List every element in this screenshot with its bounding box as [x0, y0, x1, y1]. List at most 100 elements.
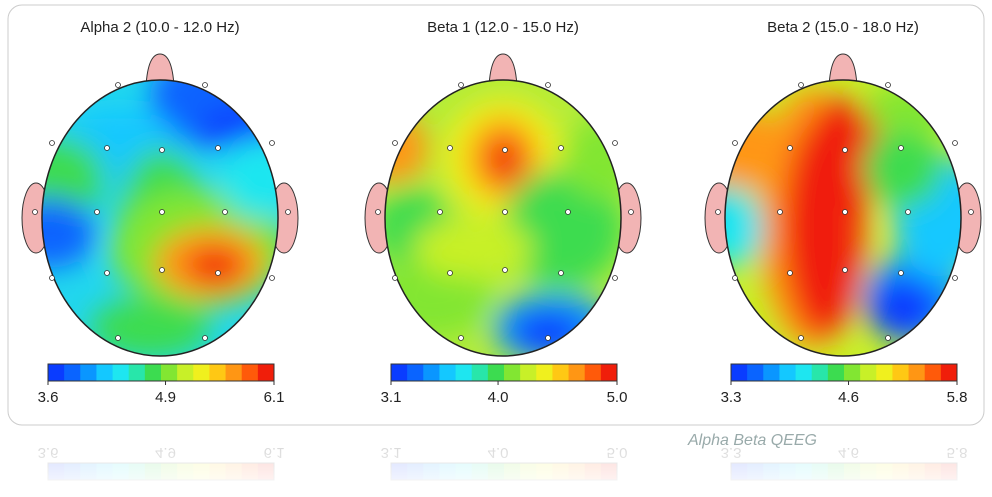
electrode	[203, 83, 208, 88]
colorbar-step	[488, 364, 505, 381]
colorbar-label: 4.6	[838, 389, 859, 406]
colorbar-step	[423, 364, 440, 381]
electrode	[33, 210, 38, 215]
electrode	[503, 268, 508, 273]
colorbar-step	[941, 364, 958, 381]
colorbar-step	[909, 364, 926, 381]
electrode	[105, 146, 110, 151]
electrode	[270, 141, 275, 146]
colorbar-step	[860, 364, 877, 381]
colorbar-step	[258, 364, 275, 381]
electrode	[906, 210, 911, 215]
colorbar-step	[391, 364, 408, 381]
electrode	[559, 146, 564, 151]
colorbar-label: 5.8	[947, 389, 968, 406]
electrode	[50, 141, 55, 146]
colorbar-step	[520, 364, 537, 381]
electrode	[376, 210, 381, 215]
electrode	[286, 210, 291, 215]
electrode	[459, 83, 464, 88]
electrode	[629, 210, 634, 215]
electrode	[788, 271, 793, 276]
colorbar-step	[844, 364, 861, 381]
colorbar-step	[552, 364, 569, 381]
colorbar-step	[64, 364, 81, 381]
screenshot: Alpha 2 (10.0 - 12.0 Hz)3.64.96.1Beta 1 …	[0, 0, 992, 497]
colorbar-step	[925, 364, 942, 381]
electrode	[886, 336, 891, 341]
colorbar-label: 3.1	[381, 389, 402, 406]
electrode	[203, 336, 208, 341]
colorbar-label: 3.6	[38, 389, 59, 406]
colorbar-label: 4.0	[488, 389, 509, 406]
electrode	[459, 336, 464, 341]
electrode	[50, 276, 55, 281]
colorbar-step	[456, 364, 473, 381]
colorbar-step	[828, 364, 845, 381]
heat-blob	[413, 218, 533, 278]
electrode	[788, 146, 793, 151]
colorbar-step	[812, 364, 829, 381]
electrode	[799, 83, 804, 88]
map-title: Beta 1 (12.0 - 15.0 Hz)	[427, 19, 579, 36]
electrode	[613, 276, 618, 281]
colorbar-label: 6.1	[264, 389, 285, 406]
colorbar-step	[80, 364, 97, 381]
colorbar-step	[177, 364, 194, 381]
electrode	[799, 336, 804, 341]
electrode	[448, 146, 453, 151]
electrode	[393, 141, 398, 146]
electrode	[546, 83, 551, 88]
colorbar-step	[48, 364, 65, 381]
colorbar-step	[796, 364, 813, 381]
reflection-fade	[0, 428, 992, 497]
colorbar-step	[779, 364, 796, 381]
electrode	[613, 141, 618, 146]
electrode	[566, 210, 571, 215]
electrode	[216, 146, 221, 151]
colorbar-step	[407, 364, 424, 381]
colorbar-step	[569, 364, 586, 381]
electrode	[393, 276, 398, 281]
electrode	[160, 210, 165, 215]
electrode	[503, 148, 508, 153]
electrode	[899, 146, 904, 151]
colorbar-step	[731, 364, 748, 381]
colorbar-step	[892, 364, 909, 381]
electrode	[116, 83, 121, 88]
electrode	[559, 271, 564, 276]
map-title: Beta 2 (15.0 - 18.0 Hz)	[767, 19, 919, 36]
electrode	[843, 210, 848, 215]
colorbar-label: 3.3	[721, 389, 742, 406]
electrode	[733, 276, 738, 281]
electrode	[438, 210, 443, 215]
colorbar-step	[747, 364, 764, 381]
colorbar-step	[193, 364, 210, 381]
heat-blob	[487, 138, 523, 182]
electrode	[448, 271, 453, 276]
colorbar-step	[585, 364, 602, 381]
colorbar-step	[96, 364, 113, 381]
electrode	[160, 148, 165, 153]
colorbar-step	[439, 364, 456, 381]
heat-blob	[187, 248, 243, 284]
colorbar-step	[472, 364, 489, 381]
caption: Alpha Beta QEEG	[687, 432, 817, 449]
electrode	[843, 268, 848, 273]
colorbar-step	[536, 364, 553, 381]
colorbar-step	[226, 364, 243, 381]
colorbar-step	[504, 364, 521, 381]
colorbar-label: 5.0	[607, 389, 628, 406]
colorbar-step	[209, 364, 226, 381]
map-title: Alpha 2 (10.0 - 12.0 Hz)	[80, 19, 239, 36]
electrode	[546, 336, 551, 341]
electrode	[778, 210, 783, 215]
electrode	[716, 210, 721, 215]
electrode	[116, 336, 121, 341]
colorbar-step	[161, 364, 178, 381]
colorbar-step	[145, 364, 162, 381]
electrode	[223, 210, 228, 215]
colorbar-step	[129, 364, 146, 381]
colorbar-step	[113, 364, 130, 381]
